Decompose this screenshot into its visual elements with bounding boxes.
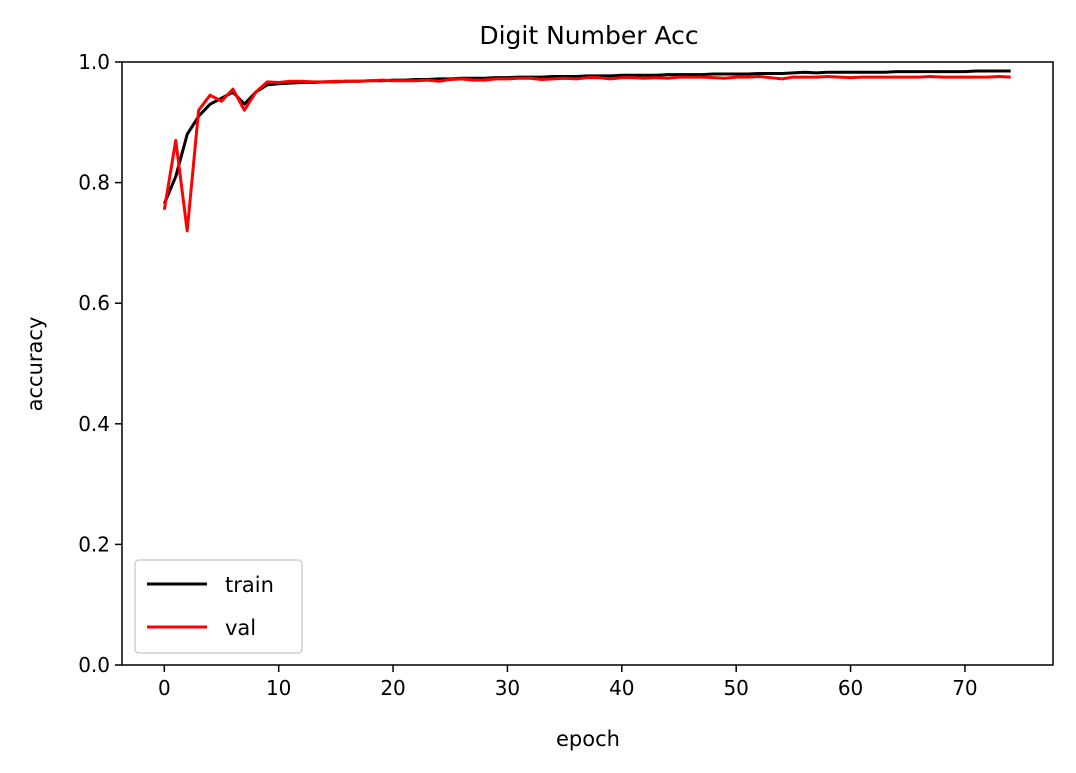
series-line-val bbox=[162, 74, 1011, 233]
legend: train val bbox=[134, 559, 303, 654]
x-axis-title: epoch bbox=[556, 727, 620, 751]
y-axis-title: accuracy bbox=[23, 317, 47, 412]
x-tick-label: 10 bbox=[266, 676, 291, 700]
y-axis-ticks: 0.0 0.2 0.4 0.6 0.8 1.0 bbox=[78, 50, 122, 677]
y-tick-label: 0.6 bbox=[78, 291, 110, 315]
plot-frame bbox=[121, 61, 1054, 666]
y-tick-label: 0.0 bbox=[78, 653, 110, 677]
x-tick-label: 0 bbox=[158, 676, 171, 700]
x-tick-label: 60 bbox=[838, 676, 863, 700]
series-layer bbox=[162, 69, 1011, 233]
y-tick-label: 0.2 bbox=[78, 532, 110, 556]
x-tick-label: 70 bbox=[952, 676, 977, 700]
x-tick-label: 30 bbox=[495, 676, 520, 700]
x-axis-ticks: 0 10 20 30 40 50 60 70 bbox=[158, 665, 978, 700]
x-tick-label: 50 bbox=[723, 676, 748, 700]
x-tick-label: 20 bbox=[380, 676, 405, 700]
chart-title: Digit Number Acc bbox=[479, 21, 698, 50]
y-tick-label: 1.0 bbox=[78, 50, 110, 74]
x-tick-label: 40 bbox=[609, 676, 634, 700]
y-tick-label: 0.4 bbox=[78, 412, 110, 436]
legend-label-val: val bbox=[225, 616, 256, 640]
y-tick-label: 0.8 bbox=[78, 171, 110, 195]
legend-box bbox=[134, 559, 303, 654]
legend-label-train: train bbox=[225, 573, 274, 597]
